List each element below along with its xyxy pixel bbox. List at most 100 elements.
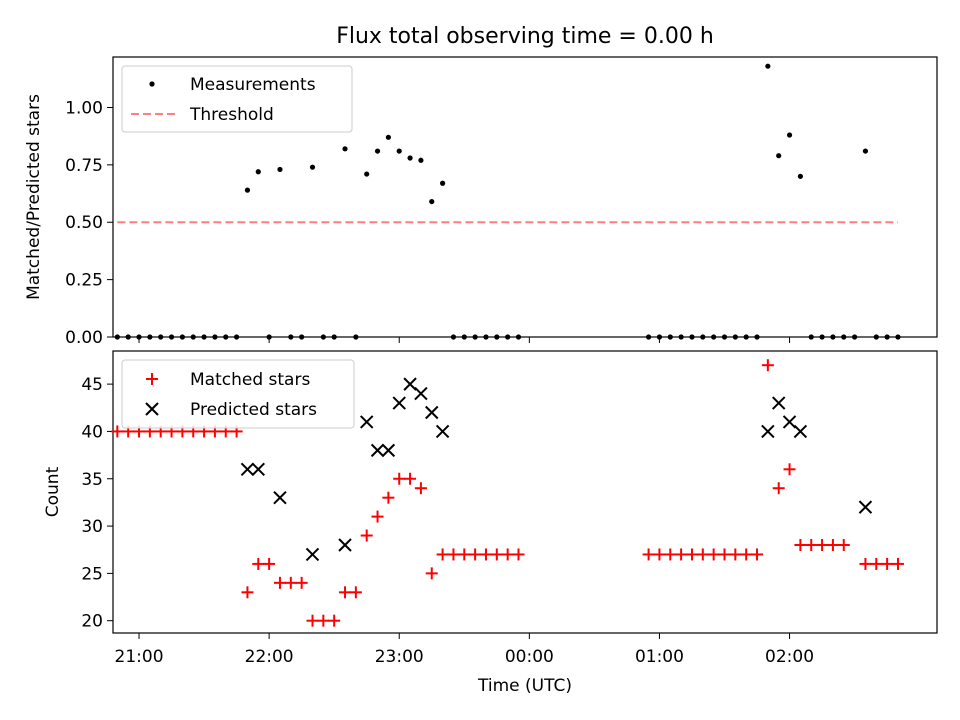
bottom-x-ticks: 21:00 22:00 23:00 00:00 01:00 02:00 — [115, 633, 814, 667]
measurement-point — [841, 334, 847, 340]
measurement-point — [364, 171, 370, 177]
predicted-stars-point — [435, 424, 450, 439]
measurement-point — [288, 334, 294, 340]
predicted-stars-point — [782, 415, 797, 429]
legend-measurements-label: Measurements — [190, 75, 316, 95]
top-axes-frame — [112, 56, 938, 338]
matched-stars-point — [490, 548, 503, 561]
matched-stars-point — [512, 548, 525, 561]
predicted-stars-point — [251, 462, 265, 476]
measurement-point — [320, 334, 326, 340]
measurement-point — [396, 148, 402, 154]
matched-stars-point — [805, 538, 818, 551]
measurement-point — [505, 334, 511, 340]
top-panel: 0.00 0.25 0.50 0.75 1.00 Matched/Predicted s… — [24, 56, 938, 348]
measurement-point — [732, 334, 738, 340]
measurement-point — [797, 173, 803, 179]
measurement-point — [331, 334, 337, 340]
matched-stars-point — [414, 482, 427, 495]
measurement-point — [429, 198, 435, 205]
matched-stars-point — [761, 359, 774, 372]
measurement-point — [786, 132, 793, 138]
predicted-stars-point — [414, 386, 428, 401]
matched-stars-point — [382, 491, 395, 504]
y-tick-label: 25 — [81, 564, 103, 584]
matched-stars-point — [469, 548, 482, 561]
predicted-stars-point — [771, 396, 786, 410]
matched-stars-point — [653, 548, 666, 561]
measurement-point — [418, 157, 424, 163]
measurement-point — [515, 334, 522, 340]
matched-stars-point — [306, 614, 319, 627]
matched-stars-point — [111, 425, 124, 438]
predicted-stars-point — [381, 443, 396, 458]
x-tick-label: 21:00 — [115, 647, 164, 667]
matched-stars-point — [881, 557, 894, 570]
measurement-point — [678, 334, 684, 340]
x-tick-label: 01:00 — [635, 647, 684, 667]
matched-stars-point — [241, 586, 254, 599]
figure-title: Flux total observing time = 0.00 h — [336, 24, 714, 49]
matched-stars-point — [404, 472, 417, 485]
bottom-axes-frame — [112, 350, 938, 634]
y-tick-label: 0.75 — [65, 156, 103, 176]
measurement-point — [743, 334, 749, 340]
predicted-stars-point — [858, 500, 873, 514]
measurement-point — [830, 334, 836, 340]
matched-stars-point — [816, 538, 829, 551]
x-tick-label: 02:00 — [765, 647, 814, 667]
matched-stars-point — [740, 548, 753, 561]
measurement-point — [407, 155, 413, 161]
measurement-point — [266, 334, 272, 340]
y-tick-label: 20 — [81, 612, 103, 632]
matched-stars-point — [837, 538, 850, 551]
measurement-point — [190, 334, 196, 340]
matched-stars-point — [707, 548, 720, 561]
predicted-stars-point — [425, 405, 439, 420]
matched-stars-point — [859, 557, 872, 570]
legend-measurements-marker — [149, 81, 155, 87]
measurement-point — [754, 334, 760, 340]
bottom-legend: Matched stars Predicted stars — [121, 359, 355, 429]
bottom-y-ticks: 20 25 30 35 40 45 — [81, 375, 113, 632]
y-tick-label: 40 — [81, 422, 103, 442]
matched-stars-point — [794, 538, 807, 551]
bottom-y-axis-label: Count — [43, 466, 63, 517]
measurement-point — [461, 334, 467, 340]
measurement-point — [168, 334, 175, 340]
measurement-point — [819, 334, 825, 340]
predicted-stars-point — [761, 424, 775, 439]
measurement-point — [873, 334, 879, 340]
measurement-point — [212, 334, 218, 340]
measurement-point — [353, 334, 359, 340]
legend-predicted-label: Predicted stars — [190, 400, 317, 420]
matched-stars-point — [826, 538, 839, 551]
measurement-point — [299, 334, 305, 340]
measurement-point — [201, 334, 207, 340]
matched-stars-point — [696, 548, 709, 561]
matched-stars-point — [642, 548, 655, 561]
matched-stars-point — [339, 586, 352, 599]
x-tick-label: 00:00 — [505, 647, 554, 667]
matched-stars-point — [252, 557, 265, 570]
measurement-point — [136, 334, 142, 340]
x-tick-label: 23:00 — [375, 647, 424, 667]
y-tick-label: 0.00 — [65, 328, 103, 348]
matched-stars-point — [718, 548, 731, 561]
matched-stars-point — [360, 529, 373, 542]
predicted-stars-point — [403, 377, 417, 391]
matched-stars-point — [675, 548, 688, 561]
y-tick-label: 45 — [81, 375, 103, 395]
measurement-point — [385, 134, 391, 140]
measurement-point — [711, 334, 717, 340]
predicted-stars-point — [370, 443, 385, 458]
matched-stars-point — [891, 557, 904, 570]
y-tick-label: 0.50 — [65, 213, 103, 233]
matched-stars-point — [317, 614, 330, 627]
measurement-point — [700, 334, 706, 340]
matched-stars-point — [425, 567, 438, 580]
measurement-point — [223, 334, 229, 340]
y-tick-label: 1.00 — [65, 98, 103, 118]
top-y-axis-label: Matched/Predicted stars — [24, 94, 44, 300]
